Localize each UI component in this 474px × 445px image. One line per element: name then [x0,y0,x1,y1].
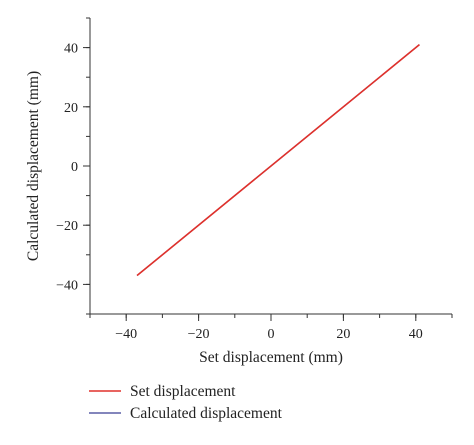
y-tick-label: −20 [56,219,78,234]
y-tick-label: 0 [71,160,78,175]
x-axis-label: Set displacement (mm) [199,349,343,366]
legend-label-set-displacement: Set displacement [130,383,236,400]
series-line-set-displacement [136,44,420,277]
ticks: −40 −20 0 20 40 −40 −20 0 20 40 [56,17,453,342]
x-tick-label: 20 [336,327,350,342]
y-tick-label: 20 [64,101,78,116]
x-tick-label: −40 [115,327,137,342]
x-tick-label: 40 [409,327,423,342]
x-tick-label: −20 [188,327,210,342]
legend: Set displacement Calculated displacement [89,383,283,422]
y-axis-label: Calculated displacement (mm) [25,71,42,261]
series-layer [136,44,420,277]
y-tick-label: 40 [64,42,78,57]
x-tick-label: 0 [268,327,275,342]
legend-label-calculated-displacement: Calculated displacement [130,405,283,422]
y-tick-label: −40 [56,278,78,293]
